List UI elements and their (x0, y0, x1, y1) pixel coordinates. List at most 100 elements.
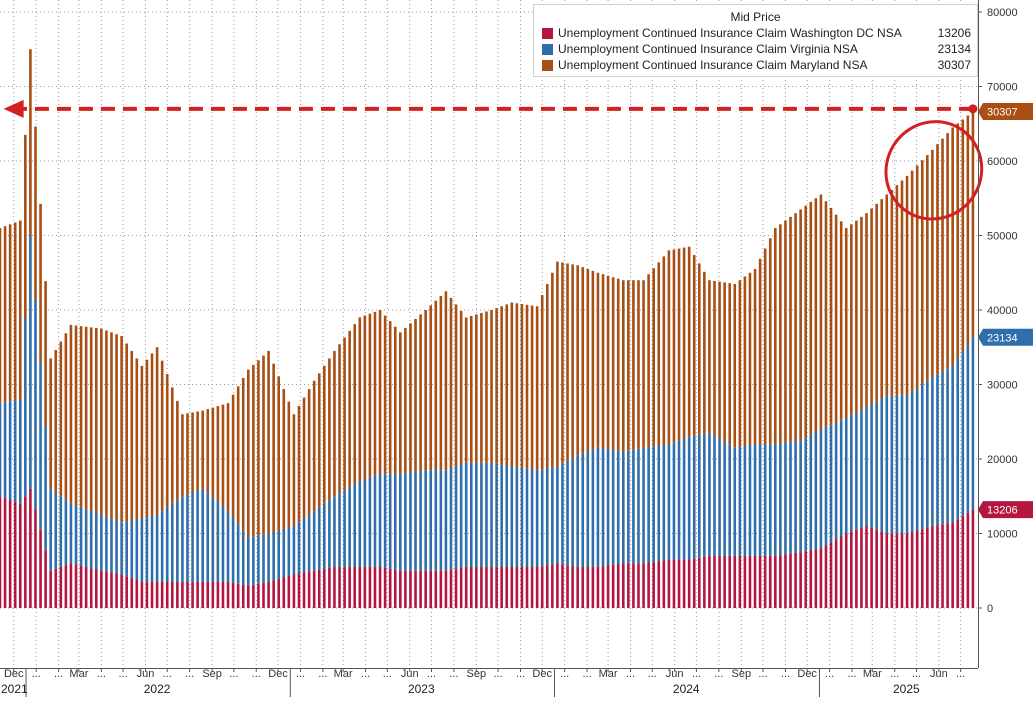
bar-maryland (469, 315, 473, 463)
bar-maryland (18, 220, 22, 400)
bar-dc (247, 585, 250, 608)
bar-maryland (758, 258, 762, 445)
bar-dc (540, 566, 544, 608)
bar-maryland (875, 203, 878, 402)
bar-virginia (920, 384, 924, 530)
bar-dc (231, 582, 235, 608)
bar-maryland (611, 277, 615, 451)
bar-dc (677, 559, 681, 608)
x-tick-label: ... (890, 668, 899, 680)
bar-dc (667, 559, 671, 608)
bar-maryland (824, 201, 828, 427)
bar-virginia (642, 447, 645, 564)
x-tick-label: ... (956, 668, 965, 680)
bar-maryland (155, 347, 159, 515)
bar-maryland (545, 283, 549, 469)
bar-virginia (591, 449, 595, 568)
bar-maryland (677, 248, 681, 441)
bar-maryland (393, 326, 397, 474)
x-tick-label: ... (252, 668, 261, 680)
annotation-layer (3, 99, 984, 221)
bar-virginia (287, 527, 291, 576)
bar-maryland (789, 216, 792, 442)
bar-virginia (424, 470, 427, 571)
bar-virginia (231, 517, 235, 583)
bar-virginia (140, 518, 144, 582)
bar-maryland (236, 386, 240, 525)
bar-dc (74, 564, 78, 608)
bar-virginia (774, 444, 777, 556)
bar-dc (317, 569, 321, 608)
bar-virginia (480, 462, 483, 568)
bar-maryland (556, 261, 559, 467)
y-tick-label: 0 (987, 603, 993, 615)
bar-dc (586, 567, 590, 608)
bar-virginia (931, 377, 934, 527)
bar-maryland (692, 255, 696, 436)
bar-virginia (779, 443, 782, 556)
bar-dc (728, 555, 731, 608)
bar-dc (839, 536, 843, 608)
bar-dc (206, 581, 210, 608)
bar-virginia (510, 466, 514, 568)
legend-value-virginia: 23134 (937, 42, 971, 56)
x-tick-label: ... (185, 668, 194, 680)
bar-maryland (439, 296, 443, 471)
bar-dc (657, 561, 661, 608)
bar-maryland (723, 282, 726, 442)
bar-virginia (69, 503, 73, 564)
bar-maryland (125, 343, 128, 522)
bar-maryland (839, 221, 843, 421)
bar-dc (616, 564, 620, 608)
bar-dc (64, 565, 68, 608)
bar-dc (297, 573, 301, 608)
bar-virginia (404, 473, 407, 571)
x-year-label: 2025 (893, 682, 920, 696)
bar-virginia (39, 362, 42, 530)
bar-maryland (181, 414, 184, 497)
bar-maryland (647, 274, 650, 448)
bar-maryland (191, 412, 194, 493)
bar-dc (794, 552, 797, 608)
bar-maryland (312, 380, 316, 512)
bar-maryland (697, 263, 701, 435)
bar-dc (875, 529, 878, 608)
bar-maryland (495, 308, 498, 464)
bar-dc (961, 515, 965, 608)
bar-dc (348, 567, 351, 608)
bar-virginia (115, 520, 118, 574)
bar-maryland (404, 327, 407, 474)
x-tick-label: ... (560, 668, 569, 680)
bar-dc (682, 559, 686, 608)
bar-maryland (419, 314, 422, 471)
bar-virginia (606, 449, 610, 566)
bar-virginia (723, 441, 726, 556)
bar-maryland (399, 332, 402, 474)
bar-maryland (39, 203, 42, 363)
bar-dc (718, 555, 721, 608)
bar-virginia (312, 511, 316, 571)
bar-maryland (196, 411, 199, 491)
bar-dc (708, 555, 711, 608)
bar-virginia (241, 530, 245, 585)
bar-dc (454, 568, 458, 608)
bar-dc (738, 555, 742, 608)
bar-maryland (485, 311, 488, 463)
bar-dc (971, 509, 975, 608)
bar-dc (236, 583, 240, 608)
bar-dc (814, 549, 818, 608)
bar-maryland (870, 208, 873, 405)
bar-dc (581, 567, 585, 608)
bar-dc (241, 584, 245, 608)
bar-dc (186, 581, 189, 608)
bar-maryland (616, 278, 620, 451)
bar-dc (753, 555, 757, 608)
bar-maryland (941, 138, 944, 372)
bar-maryland (323, 365, 326, 504)
bar-virginia (682, 438, 686, 560)
bar-virginia (454, 466, 458, 569)
y-tick-label: 40000 (987, 305, 1018, 317)
bar-maryland (429, 305, 433, 471)
bar-dc (799, 552, 802, 608)
